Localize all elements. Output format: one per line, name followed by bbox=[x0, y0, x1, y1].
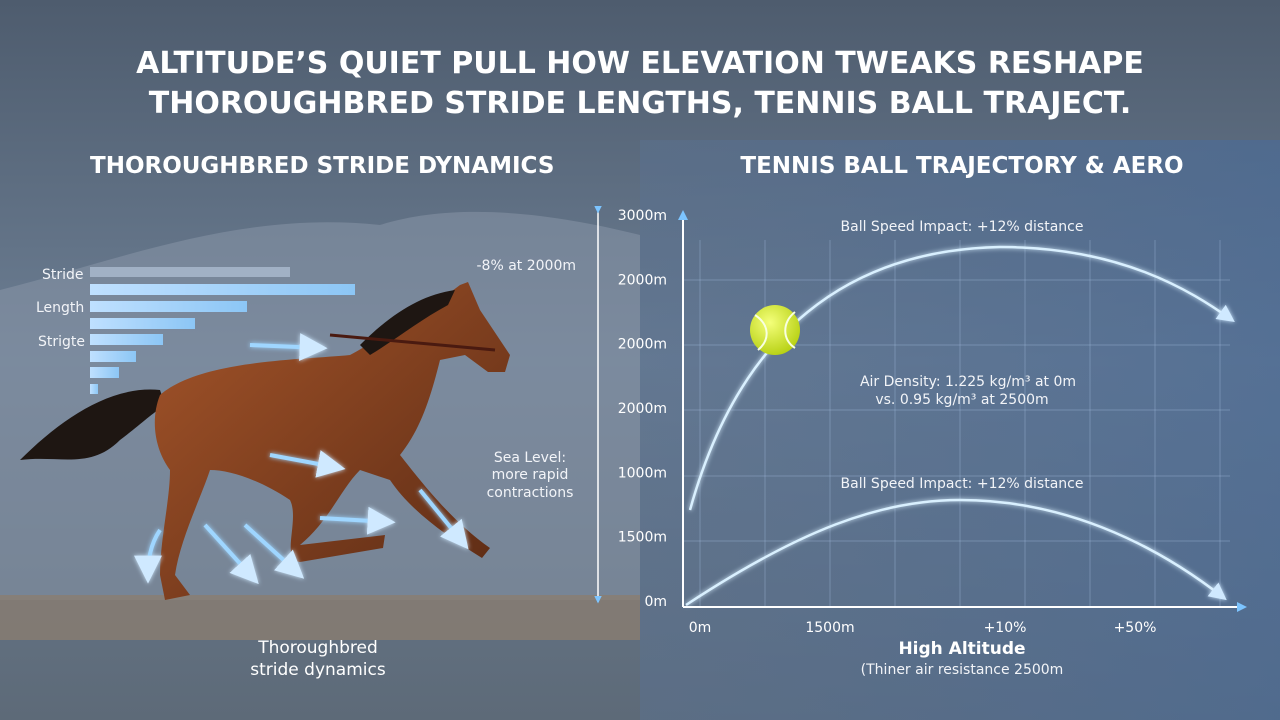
y-label: 2000m bbox=[618, 401, 667, 417]
annotation: Ball Speed Impact: +12% distance bbox=[841, 476, 1084, 492]
right-panel-bg bbox=[640, 140, 1280, 720]
bar bbox=[90, 384, 98, 394]
bar bbox=[90, 367, 119, 378]
caption-title: High Altitude bbox=[898, 639, 1025, 659]
annotation: contractions bbox=[487, 485, 574, 501]
y-label: 3000m bbox=[618, 208, 667, 224]
bar bbox=[90, 267, 290, 277]
title-line: THOROUGHBRED STRIDE LENGTHS, TENNIS BALL… bbox=[149, 86, 1132, 121]
bar-label: Length bbox=[36, 300, 84, 316]
right-heading: TENNIS BALL TRAJECTORY & AERO bbox=[740, 153, 1183, 179]
x-label: +10% bbox=[984, 620, 1027, 636]
left-heading: THOROUGHBRED STRIDE DYNAMICS bbox=[90, 153, 554, 179]
caption: Thoroughbred bbox=[257, 638, 378, 658]
horse bbox=[20, 282, 510, 600]
caption-subtitle: (Thiner air resistance 2500m bbox=[861, 662, 1064, 678]
annotation: -8% at 2000m bbox=[477, 258, 577, 274]
annotation: vs. 0.95 kg/m³ at 2500m bbox=[875, 392, 1048, 408]
annotation: Ball Speed Impact: +12% distance bbox=[841, 219, 1084, 235]
y-label: 2000m bbox=[618, 337, 667, 353]
bar bbox=[90, 334, 163, 345]
bar bbox=[90, 318, 195, 329]
y-label: 2000m bbox=[618, 272, 667, 288]
y-label: 0m bbox=[644, 594, 667, 610]
stride-bars bbox=[90, 267, 355, 394]
x-label: 1500m bbox=[805, 620, 854, 636]
title-line: ALTITUDE’S QUIET PULL HOW ELEVATION TWEA… bbox=[136, 46, 1144, 81]
annotation: Sea Level: bbox=[494, 450, 566, 466]
lower-trajectory bbox=[685, 498, 1227, 607]
upper-trajectory bbox=[688, 245, 1235, 511]
y-label: 1000m bbox=[618, 465, 667, 481]
bar-label: Strigte bbox=[38, 334, 85, 350]
caption: stride dynamics bbox=[250, 660, 386, 680]
bar bbox=[90, 284, 355, 295]
y-label: 1500m bbox=[618, 530, 667, 546]
annotation: more rapid bbox=[492, 467, 569, 483]
grid bbox=[683, 240, 1230, 607]
bar-label: Stride bbox=[42, 267, 84, 283]
tennis-ball bbox=[750, 305, 800, 355]
x-label: 0m bbox=[689, 620, 712, 636]
motion-arrows bbox=[134, 333, 469, 585]
bar bbox=[90, 301, 247, 312]
x-label: +50% bbox=[1114, 620, 1157, 636]
bar bbox=[90, 351, 136, 362]
annotation: Air Density: 1.225 kg/m³ at 0m bbox=[860, 374, 1076, 390]
ground bbox=[0, 595, 640, 640]
